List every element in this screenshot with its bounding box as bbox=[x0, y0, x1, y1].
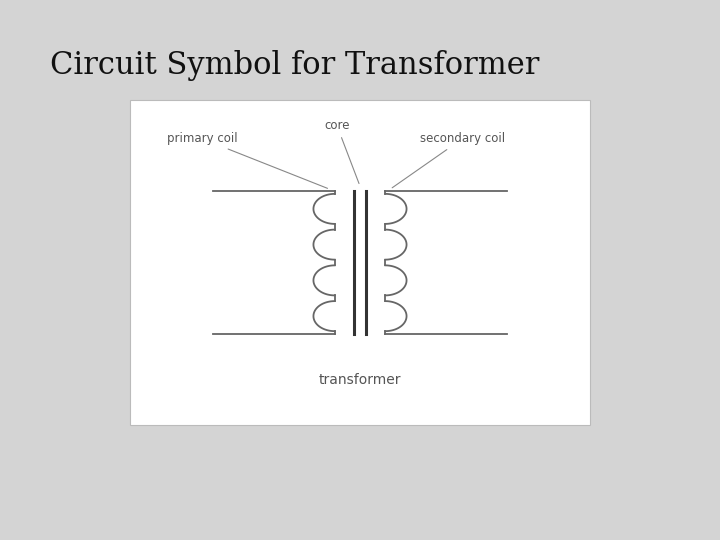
Text: Circuit Symbol for Transformer: Circuit Symbol for Transformer bbox=[50, 50, 539, 81]
Bar bbox=[130, 100, 590, 425]
